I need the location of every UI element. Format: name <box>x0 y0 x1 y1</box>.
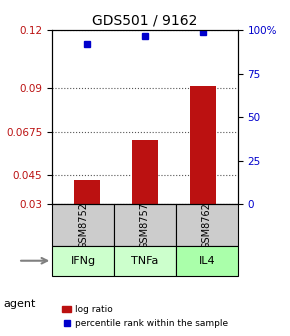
Text: TNFa: TNFa <box>131 256 159 266</box>
Text: IFNg: IFNg <box>70 256 96 266</box>
Text: GSM8752: GSM8752 <box>78 202 88 249</box>
Bar <box>190 86 216 204</box>
Text: GSM8762: GSM8762 <box>202 202 212 249</box>
FancyBboxPatch shape <box>114 246 176 276</box>
FancyBboxPatch shape <box>176 204 238 246</box>
FancyBboxPatch shape <box>176 246 238 276</box>
FancyBboxPatch shape <box>52 246 114 276</box>
Bar <box>132 140 158 204</box>
FancyBboxPatch shape <box>114 204 176 246</box>
FancyBboxPatch shape <box>52 204 114 246</box>
Text: agent: agent <box>3 299 35 309</box>
Title: GDS501 / 9162: GDS501 / 9162 <box>92 14 198 28</box>
Text: IL4: IL4 <box>199 256 215 266</box>
Legend: log ratio, percentile rank within the sample: log ratio, percentile rank within the sa… <box>59 302 231 332</box>
Text: GSM8757: GSM8757 <box>140 202 150 249</box>
Bar <box>74 180 100 204</box>
